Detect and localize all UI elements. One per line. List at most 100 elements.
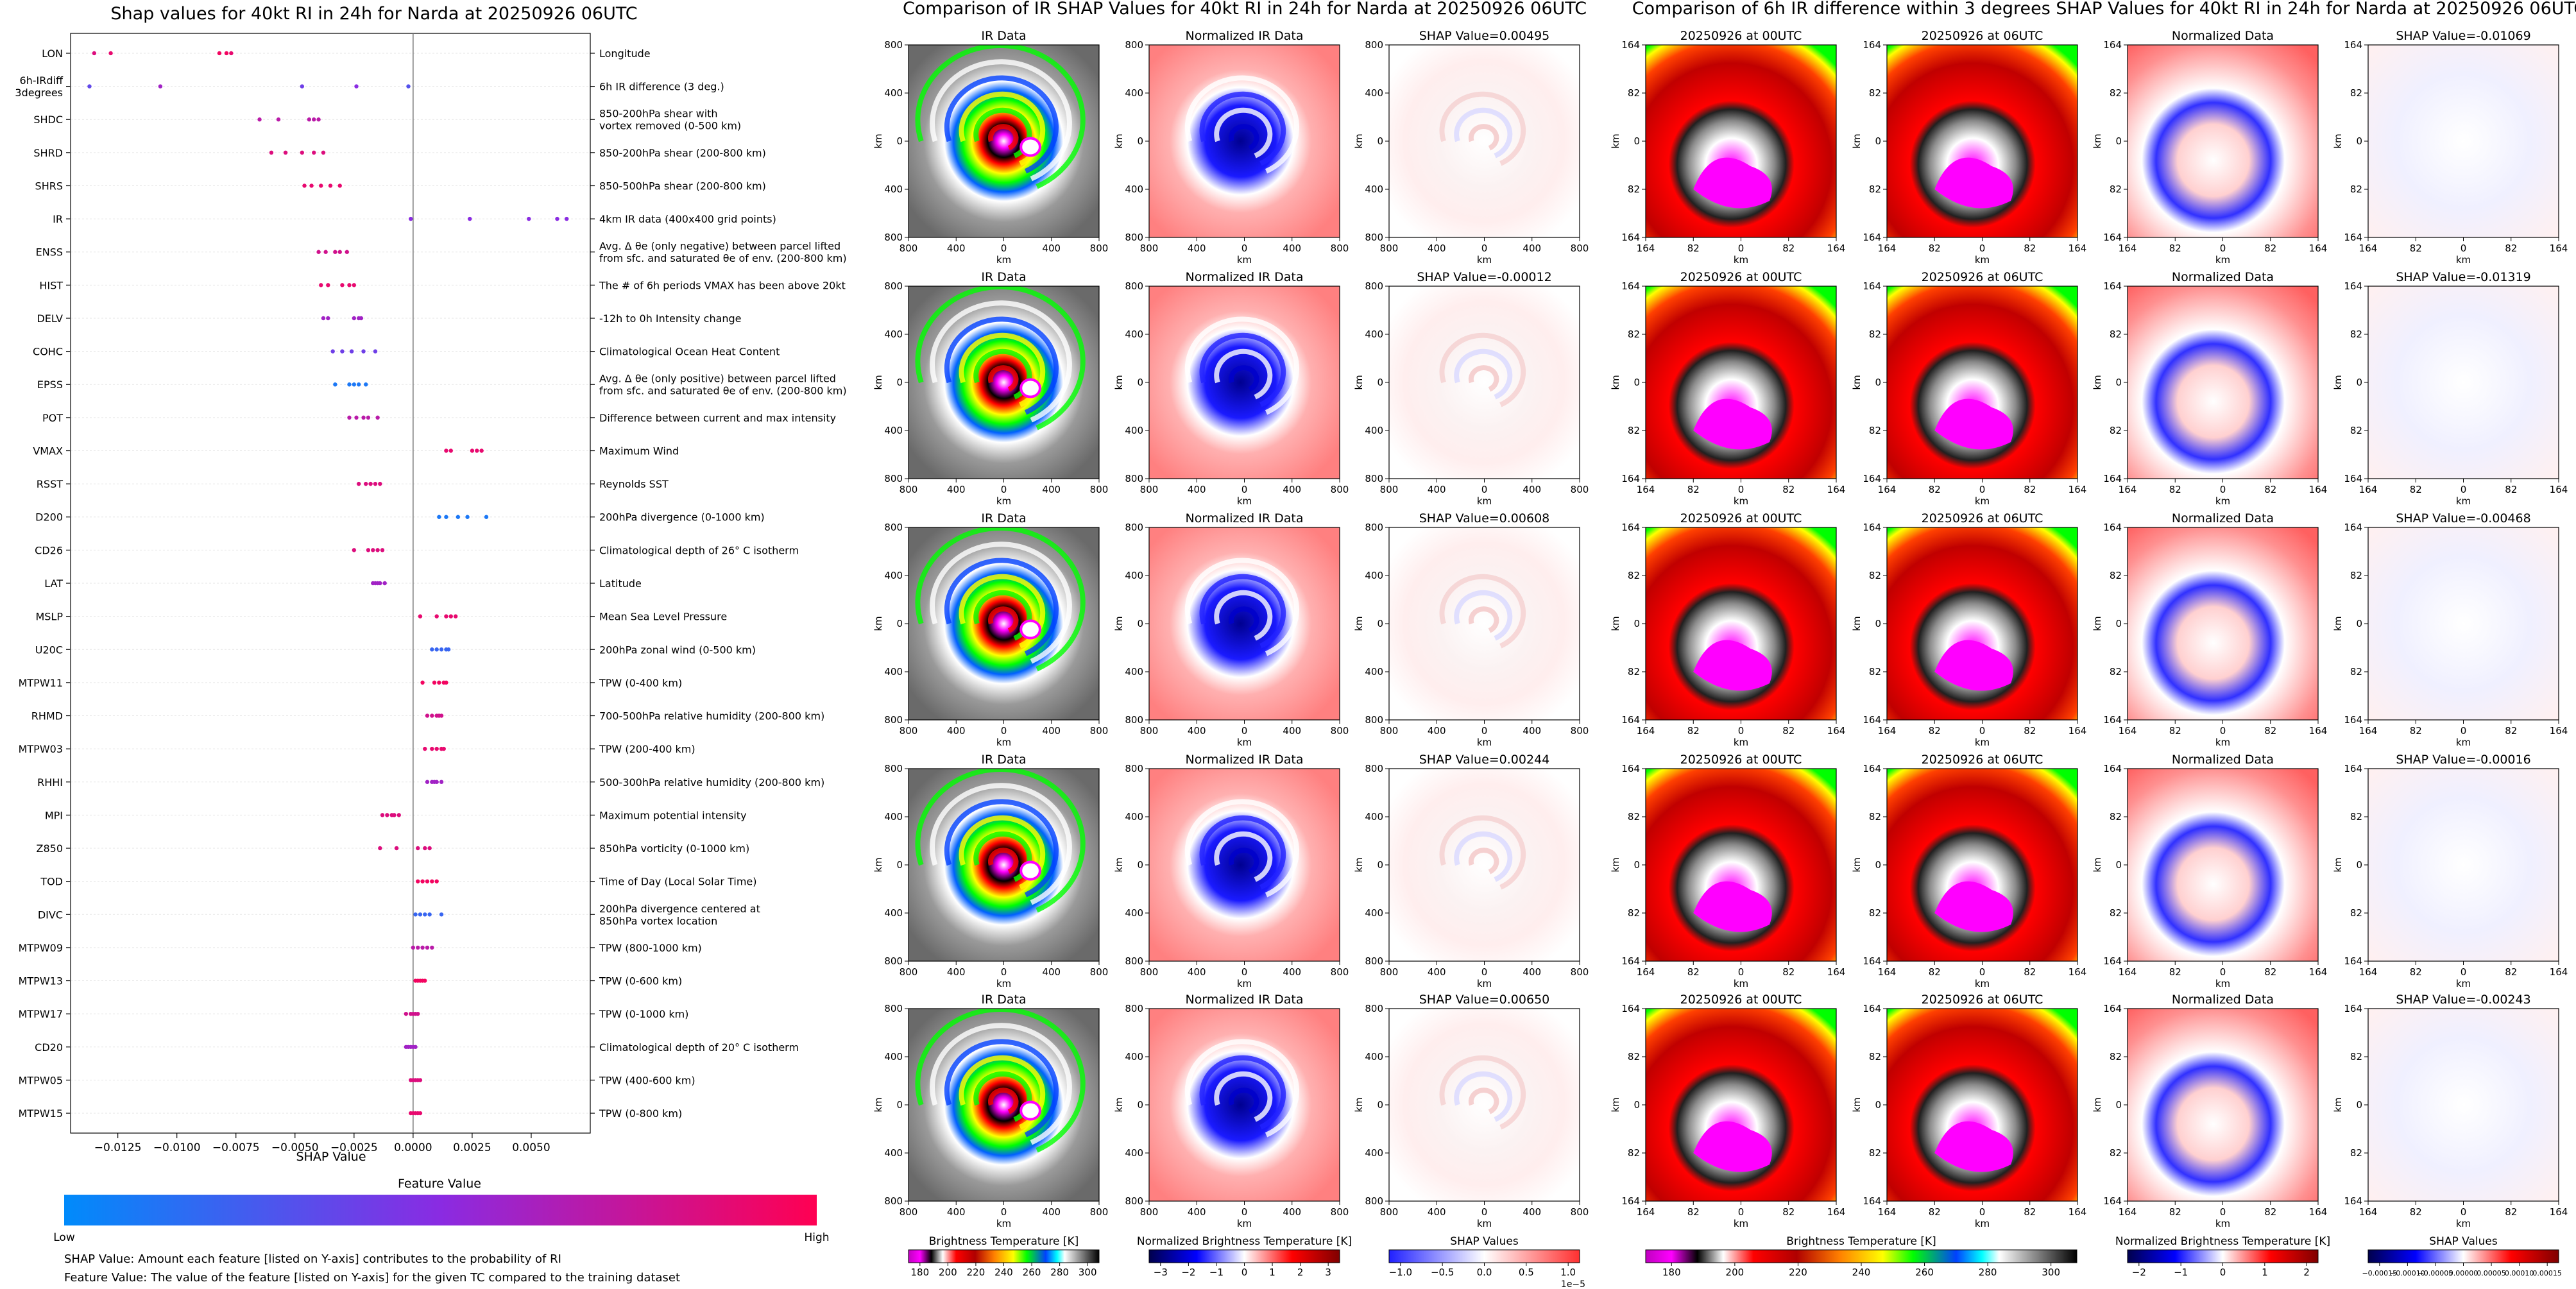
y-tick-label: 800 [1365,522,1383,533]
y-tick-label: 164 [1863,955,1881,967]
y-tick-label: 800 [1125,955,1143,967]
x-tick-label: 164 [2119,484,2137,495]
subplot-image [2368,1009,2559,1201]
shap-point [456,515,461,519]
y-tick-label: 800 [884,763,903,774]
y-tick-label: 800 [1365,473,1383,484]
x-tick-label: 82 [1929,484,1941,495]
colorbar-low-label: Low [53,1231,75,1244]
x-tick-label: 164 [1878,1206,1897,1218]
x-tick-label: 800 [1140,243,1159,254]
x-axis-label: km [2456,737,2471,748]
colorbar-tick-label: 0.00005 [2477,1269,2506,1277]
y-tick-label: 800 [884,473,903,484]
colorbar-title: Feature Value [398,1177,481,1191]
shap-point [423,846,427,851]
shap-point [375,415,380,420]
colorbar [908,1249,1100,1263]
x-tick-label: 82 [1929,966,1941,978]
shap-point [352,548,357,552]
shap-point [453,614,458,619]
shap-point [300,84,305,89]
y-tick-label: 82 [2350,570,2362,581]
feature-code-label: 6h-IRdiff [19,74,64,87]
y-tick-label: 82 [1628,184,1640,195]
shap-point [361,349,366,354]
x-tick-label: 164 [2119,243,2137,254]
y-tick-label: 0 [1377,859,1383,871]
subplot-title: Normalized IR Data [1186,29,1304,43]
x-tick-label: 164 [1827,725,1846,737]
shap-point [368,481,373,486]
x-tick-label: 82 [1929,1206,1941,1218]
x-tick-label: 400 [1188,966,1206,978]
spiral-band [1199,815,1286,890]
y-tick-label: 0 [1377,377,1383,388]
y-tick-label: 0 [1137,859,1143,871]
feature-description-label: Difference between current and max inten… [599,412,836,424]
x-tick-label: 164 [2359,966,2378,978]
subplot-title: IR Data [981,753,1026,767]
y-axis-label: km [873,1097,884,1112]
x-tick-label: 164 [1878,484,1897,495]
y-tick-label: 82 [2110,87,2122,99]
shap-point [364,382,368,387]
x-tick-label: 0 [1001,966,1007,978]
spiral-band [944,799,1059,898]
x-axis-label: km [2215,1218,2230,1229]
shap-point [300,150,305,155]
x-tick-label: −0.0100 [153,1141,201,1154]
storm-eye [1019,860,1041,881]
x-tick-label: 82 [2505,725,2517,737]
shap-point [411,945,416,950]
shap-point [326,283,330,287]
feature-description-label: Climatological depth of 26° C isotherm [599,544,799,556]
shap-point [470,448,475,453]
subplot-title: SHAP Value=-0.01319 [2396,270,2530,284]
x-tick-label: 0 [1979,1206,1986,1218]
subplot-image [1149,1009,1340,1201]
y-tick-label: 164 [1621,1003,1640,1014]
spiral-band [1228,365,1259,392]
x-tick-label: 0 [1241,243,1248,254]
x-tick-label: 400 [1428,484,1446,495]
x-tick-label: 0 [2461,1206,2467,1218]
x-tick-label: 800 [900,243,918,254]
feature-description-label: 850hPa vortex location [599,915,717,927]
x-tick-label: 82 [1687,484,1700,495]
subplot-image [1887,45,2077,237]
x-tick-label: 82 [2024,1206,2036,1218]
y-tick-label: 800 [1125,473,1143,484]
x-tick-label: 82 [2410,1206,2422,1218]
x-tick-label: 0 [2220,243,2226,254]
y-tick-label: 400 [884,87,903,99]
y-tick-label: 164 [2103,1195,2122,1207]
feature-code-label: MPI [45,809,63,821]
shap-point [378,481,382,486]
y-tick-label: 400 [1365,1051,1383,1063]
y-axis-label: km [873,616,884,631]
x-tick-label: −0.0075 [212,1141,260,1154]
normalized-field [1149,1009,1340,1201]
colorbar-tick-label: 280 [1050,1267,1069,1278]
feature-code-label: DELV [37,312,63,325]
y-tick-label: 164 [1863,280,1881,292]
shap-point [427,912,432,917]
subplot-image [1149,527,1340,720]
subplot-image [1887,286,2077,479]
x-tick-label: 164 [1637,725,1655,737]
y-tick-label: 82 [1869,666,1881,678]
x-tick-label: 800 [900,725,918,737]
y-tick-label: 82 [1869,425,1881,436]
x-tick-label: 82 [1782,966,1795,978]
x-tick-label: 164 [1637,243,1655,254]
y-tick-label: 82 [2110,907,2122,919]
y-tick-label: 82 [1869,184,1881,195]
x-tick-label: 800 [1571,484,1589,495]
x-tick-label: 82 [1782,243,1795,254]
colorbar-label: SHAP Values [1450,1235,1519,1248]
shap-point [416,846,420,851]
y-tick-label: 164 [2103,714,2122,726]
y-tick-label: 400 [884,425,903,436]
y-tick-label: 164 [2103,280,2122,292]
